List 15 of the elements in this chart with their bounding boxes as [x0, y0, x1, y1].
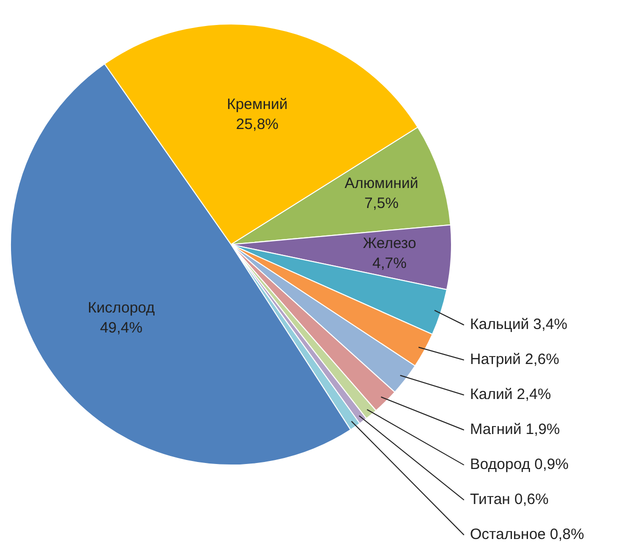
- data-label: 4,7%: [372, 254, 407, 272]
- data-label: 7,5%: [364, 194, 399, 212]
- slice-label: Натрий 2,6%: [470, 351, 560, 368]
- slice-label: Магний 1,9%: [470, 421, 560, 438]
- data-label: 25,8%: [236, 116, 279, 133]
- slice-label: Кальций 3,4%: [470, 316, 568, 334]
- slice-label: Кислород: [88, 299, 155, 316]
- slice-label: Водород 0,9%: [470, 456, 569, 474]
- data-label: 49,4%: [100, 319, 142, 336]
- slice-label: Остальное 0,8%: [470, 526, 584, 544]
- slice-label: Титан 0,6%: [470, 491, 549, 508]
- slice-label: Железо: [362, 234, 416, 252]
- slice-label: Калий 2,4%: [470, 386, 551, 404]
- slice-label: Алюминий: [344, 174, 418, 192]
- slice-label: Кремний: [226, 96, 288, 113]
